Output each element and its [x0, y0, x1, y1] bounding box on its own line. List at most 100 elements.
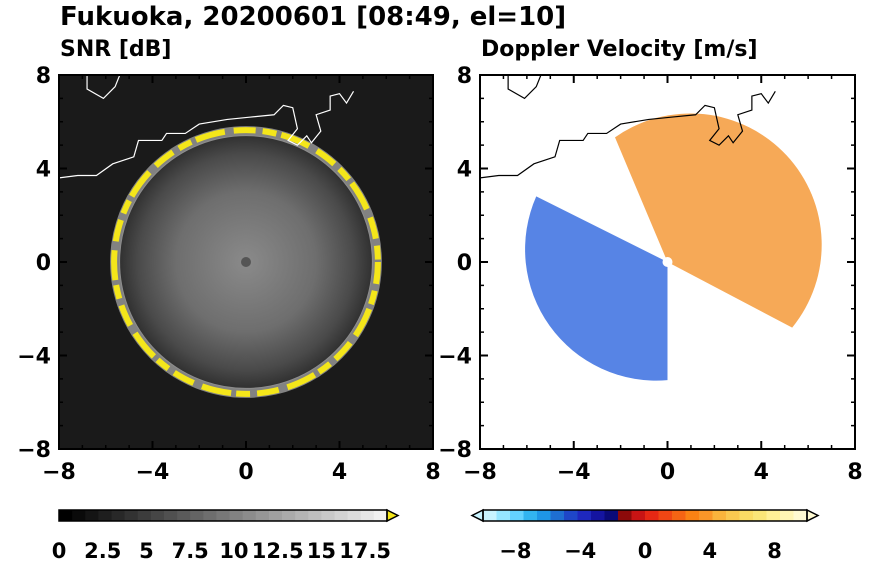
- snr-colorbar-swatch: [229, 510, 244, 521]
- snr-colorbar-extend-max: [386, 508, 400, 523]
- figure-title: Fukuoka, 20200601 [08:49, el=10]: [60, 2, 566, 32]
- doppler-colorbar-tick-label: 0: [638, 539, 653, 563]
- radar-site-marker: [662, 257, 673, 267]
- snr-ytick-label: 0: [36, 251, 51, 276]
- doppler-colorbar-swatch: [631, 510, 646, 521]
- doppler-coastline-north: [507, 75, 542, 100]
- snr-panel-title: SNR [dB]: [60, 37, 171, 62]
- snr-xtick-label: 0: [238, 460, 253, 485]
- snr-xtick-label: 8: [425, 460, 440, 485]
- snr-ytick-label: 8: [36, 64, 51, 89]
- doppler-xtick-label: 8: [847, 460, 862, 485]
- snr-colorbar-swatch: [150, 510, 165, 521]
- doppler-colorbar-tick-label: 4: [702, 539, 717, 563]
- doppler-colorbar-outline: [482, 509, 808, 522]
- snr-ytick-label: −8: [17, 438, 51, 463]
- doppler-colorbar-swatch: [577, 510, 592, 521]
- snr-colorbar-swatch: [177, 510, 191, 521]
- doppler-colorbar-swatch: [753, 510, 767, 521]
- snr-colorbar-swatch: [72, 510, 86, 521]
- doppler-colorbar-extend-max: [806, 508, 820, 523]
- snr-colorbar-swatch: [321, 510, 336, 521]
- snr-panel: −8 −4 0 4 8 −8 −4 0 4 8: [17, 64, 440, 485]
- doppler-colorbar-swatch: [712, 510, 727, 521]
- snr-colorbar-swatch: [308, 510, 322, 521]
- snr-colorbar-tick-label: 7.5: [172, 539, 209, 563]
- doppler-ytick-label: 4: [457, 158, 472, 183]
- doppler-panel-title: Doppler Velocity [m/s]: [481, 37, 758, 62]
- doppler-colorbar-swatch: [685, 510, 700, 521]
- doppler-colorbar-swatch: [658, 510, 673, 521]
- doppler-xtick-label: 0: [660, 460, 675, 485]
- snr-colorbar-swatch: [85, 510, 99, 521]
- doppler-coastline: [480, 91, 776, 179]
- doppler-colorbar-swatch: [510, 510, 524, 521]
- doppler-ytick-label: −4: [438, 345, 472, 370]
- doppler-xtick-label: −4: [557, 460, 591, 485]
- doppler-colorbar-swatch: [699, 510, 713, 521]
- snr-colorbar-tick-label: 0: [52, 539, 67, 563]
- doppler-colorbar-swatch: [793, 510, 808, 521]
- doppler-approaching-lobe: [525, 196, 668, 381]
- doppler-receding-lobe: [615, 113, 822, 328]
- snr-high-ring: [111, 127, 381, 397]
- snr-colorbar-swatch: [334, 510, 349, 521]
- doppler-colorbar-swatch: [672, 510, 686, 521]
- snr-colorbar-swatch: [163, 510, 178, 521]
- snr-colorbar-swatch: [137, 510, 152, 521]
- snr-colorbar-tick-label: 15: [307, 539, 336, 563]
- doppler-colorbar: −8 −4 0 4 8: [470, 508, 820, 563]
- snr-xtick-label: −4: [136, 460, 170, 485]
- snr-xtick-label: 4: [332, 460, 347, 485]
- doppler-xtick-label: 4: [754, 460, 769, 485]
- doppler-colorbar-swatch: [645, 510, 659, 521]
- doppler-colorbar-swatch: [618, 510, 632, 521]
- doppler-colorbar-swatch: [726, 510, 740, 521]
- doppler-colorbar-swatch: [591, 510, 605, 521]
- doppler-panel: −8 −4 0 4 8 −8 −4 0 4 8: [438, 64, 862, 485]
- doppler-ytick-label: −8: [438, 438, 472, 463]
- doppler-colorbar-swatch: [523, 510, 538, 521]
- snr-colorbar-tick-label: 5: [139, 539, 154, 563]
- snr-colorbar-swatch: [124, 510, 139, 521]
- snr-colorbar-swatch: [59, 510, 73, 521]
- snr-colorbar-swatch: [111, 510, 126, 521]
- snr-colorbar-swatch: [268, 510, 283, 521]
- snr-colorbar-swatch: [216, 510, 231, 521]
- snr-colorbar-outline: [58, 509, 388, 522]
- doppler-colorbar-swatch: [483, 510, 497, 521]
- doppler-colorbar-extend-min: [470, 508, 484, 523]
- doppler-colorbar-swatch: [550, 510, 565, 521]
- doppler-colorbar-tick-label: 8: [767, 539, 782, 563]
- snr-colorbar-tick-label: 10: [219, 539, 248, 563]
- snr-ytick-label: 4: [36, 158, 51, 183]
- doppler-colorbar-swatch: [604, 510, 619, 521]
- doppler-colorbar-tick-label: −4: [564, 539, 596, 563]
- snr-ytick-label: −4: [17, 345, 51, 370]
- doppler-plot-area: [480, 75, 855, 449]
- snr-colorbar-swatch: [190, 510, 204, 521]
- snr-colorbar-tick-label: 17.5: [339, 539, 391, 563]
- snr-plot-area: [59, 75, 433, 449]
- snr-coastline-north: [86, 75, 121, 100]
- snr-colorbar: 0 2.5 5 7.5 10 12.5 15 17.5: [52, 508, 400, 563]
- snr-colorbar-swatch: [255, 510, 270, 521]
- doppler-colorbar-swatch: [766, 510, 781, 521]
- snr-colorbar-swatch: [242, 510, 257, 521]
- doppler-xtick-label: −8: [463, 460, 497, 485]
- snr-coastline: [59, 91, 355, 179]
- doppler-ytick-label: 0: [457, 251, 472, 276]
- doppler-colorbar-tick-label: −8: [499, 539, 531, 563]
- snr-colorbar-swatch: [373, 510, 388, 521]
- snr-colorbar-swatch: [98, 510, 112, 521]
- snr-colorbar-swatch: [203, 510, 217, 521]
- doppler-ytick-label: 8: [457, 64, 472, 89]
- snr-colorbar-tick-label: 12.5: [252, 539, 304, 563]
- doppler-colorbar-swatch: [537, 510, 551, 521]
- snr-colorbar-tick-label: 2.5: [84, 539, 121, 563]
- snr-colorbar-swatch: [347, 510, 362, 521]
- doppler-colorbar-swatch: [739, 510, 754, 521]
- radar-site-marker: [241, 257, 251, 267]
- doppler-colorbar-swatch: [564, 510, 578, 521]
